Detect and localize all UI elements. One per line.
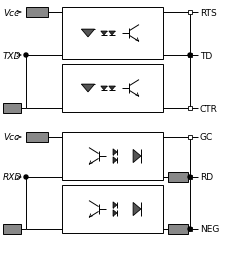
- Text: RXD: RXD: [3, 173, 22, 182]
- Bar: [26, 8, 48, 18]
- Text: TD: TD: [200, 51, 212, 60]
- Bar: [62, 133, 163, 180]
- Polygon shape: [81, 30, 95, 38]
- Bar: [188, 227, 192, 231]
- Polygon shape: [101, 87, 107, 91]
- Polygon shape: [101, 32, 107, 36]
- Text: TXD: TXD: [3, 51, 21, 60]
- Bar: [26, 133, 48, 142]
- Bar: [62, 65, 163, 113]
- Bar: [62, 8, 163, 60]
- Text: CTR: CTR: [200, 104, 218, 113]
- Polygon shape: [133, 203, 141, 216]
- Polygon shape: [109, 87, 115, 91]
- Bar: [168, 172, 188, 182]
- Circle shape: [188, 175, 192, 179]
- Bar: [188, 175, 192, 179]
- Polygon shape: [113, 210, 117, 216]
- Text: Vcc: Vcc: [3, 133, 19, 142]
- Bar: [188, 11, 192, 15]
- Polygon shape: [113, 157, 117, 164]
- Polygon shape: [113, 149, 117, 156]
- Bar: [62, 185, 163, 233]
- Bar: [3, 104, 21, 114]
- Circle shape: [188, 227, 192, 231]
- Bar: [188, 135, 192, 139]
- Bar: [188, 107, 192, 110]
- Bar: [168, 224, 188, 234]
- Polygon shape: [81, 85, 95, 92]
- Text: GC: GC: [200, 133, 213, 142]
- Text: Vcc: Vcc: [3, 8, 19, 18]
- Text: NEG: NEG: [200, 225, 219, 234]
- Circle shape: [188, 54, 192, 58]
- Circle shape: [24, 175, 28, 179]
- Polygon shape: [133, 150, 141, 163]
- Circle shape: [24, 54, 28, 58]
- Bar: [3, 224, 21, 234]
- Polygon shape: [109, 32, 115, 36]
- Polygon shape: [113, 202, 117, 208]
- Text: RTS: RTS: [200, 8, 217, 18]
- Bar: [188, 54, 192, 58]
- Text: RD: RD: [200, 173, 213, 182]
